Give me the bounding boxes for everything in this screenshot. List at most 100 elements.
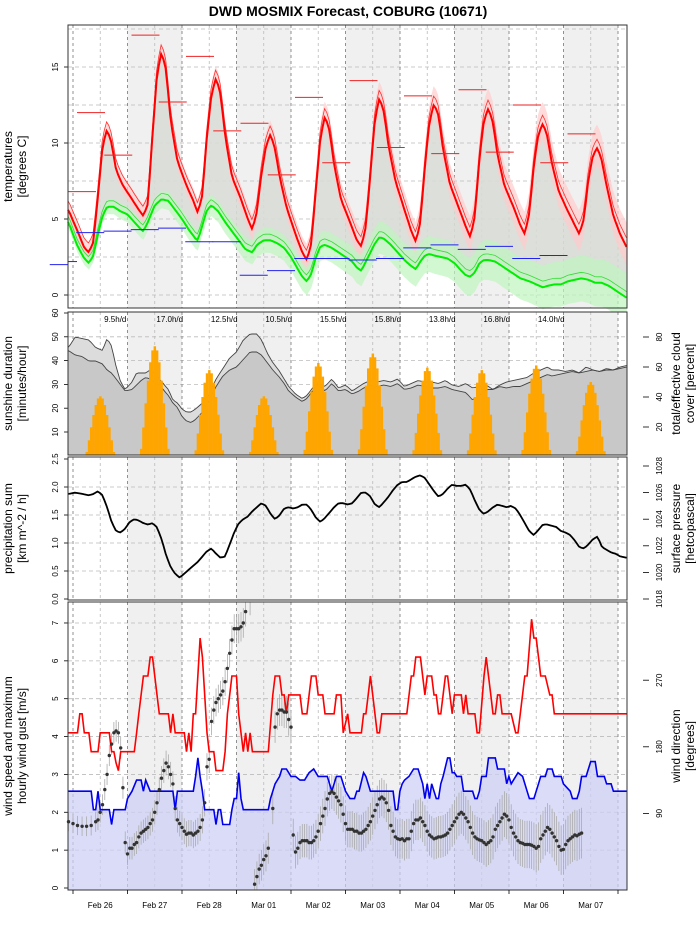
sunshine-bar — [251, 440, 254, 455]
wind-speed-point — [171, 782, 175, 786]
wind-speed-point — [173, 806, 177, 811]
wind-speed-point — [489, 839, 493, 843]
sunshine-bar — [314, 366, 318, 455]
sunshine-bar — [485, 382, 488, 455]
y-tick-label: 10 — [51, 138, 60, 147]
wind-speed-point — [259, 863, 264, 867]
wind-speed-point — [402, 839, 407, 843]
wind-speed-point — [71, 821, 75, 826]
dewpoint-upper-line — [67, 193, 627, 293]
sunshine-bar — [541, 393, 545, 455]
y2-tick-label: 1024 — [655, 510, 664, 528]
wind-speed-point — [568, 837, 572, 841]
y-tick-label: 15 — [51, 62, 60, 71]
wind-speed-point — [296, 846, 300, 850]
wind-speed-point — [144, 827, 148, 831]
wind-speed-point — [262, 857, 266, 862]
wind-speed-point — [94, 820, 98, 824]
sunshine-bar — [276, 452, 279, 455]
y-tick-label: 30 — [51, 379, 60, 388]
wind-speed-point — [391, 829, 395, 833]
sunshine-bar — [208, 370, 211, 455]
sunshine-bar — [473, 397, 477, 455]
wind-speed-point — [570, 835, 575, 839]
sunshine-bar — [205, 373, 209, 455]
wind-speed-point — [566, 839, 570, 843]
wind-speed-point — [239, 625, 243, 629]
wind-speed-point — [393, 835, 398, 839]
wind-speed-point — [153, 810, 157, 814]
wind-speed-point — [218, 693, 223, 697]
sunshine-bar — [414, 432, 418, 455]
sunshine-bar — [221, 450, 225, 455]
wind-speed-point — [500, 816, 504, 820]
y-axis-label: temperatures — [1, 131, 15, 202]
sunshine-bar — [360, 429, 363, 455]
temperature-band — [68, 42, 627, 272]
wind-speed-point — [473, 835, 477, 839]
sunshine-bar — [378, 385, 381, 455]
plot-frame — [67, 601, 628, 891]
wind-speed-point — [461, 812, 466, 816]
sunshine-bar — [591, 384, 595, 455]
sunshine-bar — [317, 363, 320, 455]
wind-speed-point — [180, 825, 184, 830]
day-shade — [236, 457, 291, 600]
sunshine-bar — [158, 362, 161, 455]
wind-speed-point — [207, 757, 211, 761]
y2-tick-label: 1022 — [655, 536, 664, 554]
wind-speed-point — [178, 821, 182, 826]
sunshine-bar — [537, 368, 540, 455]
sunshine-bar — [373, 357, 377, 455]
y-axis-label: [degrees C] — [15, 135, 29, 197]
sunshine-daily-total: 14.0h/d — [538, 315, 565, 324]
x-tick-label: Mar 07 — [578, 901, 603, 910]
wind-speed-point — [141, 829, 146, 833]
wind-speed-point — [552, 835, 556, 839]
wind-speed-point — [341, 812, 345, 816]
sunshine-bar — [99, 396, 102, 455]
wind-speed-point — [130, 846, 134, 850]
wind-speed-point — [321, 814, 325, 818]
y-tick-label: 5 — [51, 696, 60, 701]
wind-speed-point — [221, 689, 225, 693]
sunshine-bar — [153, 346, 157, 455]
wind-speed-point — [450, 823, 454, 828]
sunshine-bar — [528, 393, 531, 455]
wind-speed-point — [330, 789, 334, 794]
sunshine-bar — [149, 362, 152, 455]
sunshine-bar — [110, 440, 113, 455]
wind-speed-point — [273, 725, 277, 729]
wind-speed-point — [271, 806, 275, 811]
wind-speed-point — [502, 812, 507, 816]
dewpoint-band — [68, 190, 627, 323]
wind-speed-point — [514, 835, 518, 839]
wind-speed-point — [162, 768, 166, 773]
sunshine-bar — [600, 436, 604, 455]
wind-speed-point — [516, 839, 520, 843]
panel-temperature: 0 5 10 15 temperatures [degrees C] — [1, 24, 628, 323]
sunshine-daily-total: 12.5h/d — [211, 315, 238, 324]
y-tick-label: 0.5 — [51, 565, 60, 577]
wind-speed-point — [368, 820, 373, 824]
wind-speed-point — [96, 818, 100, 822]
wind-speed-point — [150, 818, 155, 822]
wind-speed-point — [421, 820, 425, 824]
sunshine-daily-total: 17.0h/d — [156, 315, 183, 324]
wind-speed-point — [175, 818, 180, 822]
sunshine-bar — [596, 405, 599, 455]
wind-speed-point — [448, 827, 452, 831]
wind-speed-point — [119, 746, 123, 750]
wind-gust-line — [68, 619, 627, 772]
x-tick-label: Mar 01 — [251, 901, 276, 910]
sunshine-bar — [478, 373, 481, 455]
x-tick-label: Mar 05 — [469, 901, 494, 910]
sunshine-bar — [112, 452, 116, 455]
wind-speed-point — [455, 816, 459, 820]
sunshine-bar — [267, 405, 270, 455]
wind-speed-point — [400, 837, 404, 841]
y-tick-label: 1.0 — [51, 537, 60, 549]
wind-speed-point — [121, 786, 125, 790]
sunshine-bar — [532, 368, 536, 455]
